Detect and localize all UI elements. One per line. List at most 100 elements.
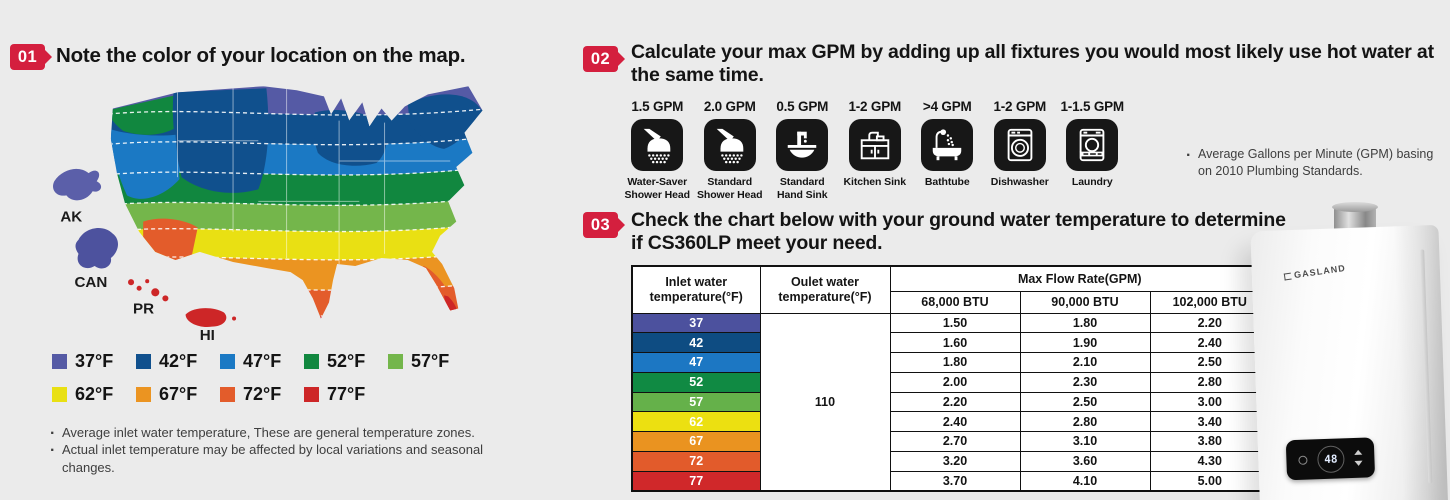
dishwasher-icon — [1007, 128, 1033, 162]
legend-swatch — [388, 354, 403, 369]
gpm-value: 0.5 GPM — [776, 99, 829, 114]
table-header-row: Inlet water temperature(°F) Oulet water … — [631, 265, 1271, 314]
gpm-value: 1.5 GPM — [631, 99, 684, 114]
legend-item: 62°F — [52, 384, 136, 405]
outlet-header: Oulet water temperature(°F) — [759, 265, 891, 314]
down-arrow-icon — [1354, 460, 1363, 466]
legend-label: 72°F — [243, 384, 282, 404]
us-temperature-map: AK CAN PR HI — [53, 86, 483, 343]
legend-swatch — [136, 354, 151, 369]
label-can: CAN — [74, 274, 107, 291]
flow-cell: 5.00 — [1149, 470, 1271, 492]
map-notes: Average inlet water temperature, These a… — [48, 423, 503, 476]
legend-item: 77°F — [304, 384, 388, 405]
fixture-tile — [921, 119, 974, 171]
gpm-value: 1-2 GPM — [993, 99, 1047, 114]
gpm-value: 1-2 GPM — [848, 99, 902, 114]
flow-cell: 3.10 — [1019, 431, 1151, 453]
legend-swatch — [220, 354, 235, 369]
step-2-title: Calculate your max GPM by adding up all … — [631, 41, 1434, 86]
flow-cell: 1.80 — [889, 352, 1021, 373]
flow-cell: 2.40 — [889, 411, 1021, 433]
island-shape — [185, 308, 227, 328]
table-row: 52 2.00 2.30 2.80 — [631, 371, 1271, 393]
fixture-tile — [703, 119, 756, 171]
flow-rate-header: Max Flow Rate(GPM) — [889, 265, 1271, 292]
up-arrow-icon — [1354, 449, 1363, 455]
water-heater-product-image: GASLAND 48 — [1250, 202, 1450, 500]
btu-header: 90,000 BTU — [1019, 290, 1151, 314]
up-down-buttons — [1354, 449, 1363, 466]
legend-item: 57°F — [388, 351, 472, 372]
btu-header: 68,000 BTU — [889, 290, 1021, 314]
flow-cell: 2.80 — [1019, 411, 1151, 433]
flow-cell: 4.30 — [1149, 451, 1271, 472]
fixture-tile — [993, 119, 1046, 171]
fixture-kitchen-sink: 1-2 GPM Kitchen Sink — [839, 99, 912, 202]
table-row: 62 2.40 2.80 3.40 — [631, 411, 1271, 433]
legend-swatch — [220, 387, 235, 402]
table-row: 77 3.70 4.10 5.00 — [631, 470, 1271, 492]
legend-label: 77°F — [327, 384, 366, 404]
fixture-tile — [776, 119, 829, 171]
table-row: 47 1.80 2.10 2.50 — [631, 352, 1271, 373]
shower-head-icon — [643, 128, 671, 164]
legend-swatch — [304, 354, 319, 369]
inlet-temp-cell: 62 — [631, 411, 761, 433]
table-row: 37 110 1.50 1.80 2.20 — [631, 312, 1271, 492]
flow-cell: 3.40 — [1149, 411, 1271, 433]
legend-label: 52°F — [327, 351, 366, 371]
flow-cell: 4.10 — [1019, 470, 1151, 492]
fixture-water-saver-shower: 1.5 GPM Water-Saver Shower Head — [621, 99, 694, 202]
gpm-note: Average Gallons per Minute (GPM) basing … — [1184, 145, 1448, 179]
fixture-label: Standard Hand Sink — [777, 176, 828, 201]
inlet-temp-cell: 67 — [631, 431, 761, 453]
fixtures-row: 1.5 GPM Water-Saver Shower Head 2.0 GPM … — [621, 99, 1129, 202]
legend-label: 62°F — [75, 384, 114, 404]
flow-cell: 2.20 — [889, 391, 1021, 413]
temperature-display: 48 — [1316, 444, 1345, 473]
fixture-hand-sink: 0.5 GPM Standard Hand Sink — [766, 99, 839, 202]
legend-item: 47°F — [220, 351, 304, 372]
table-row: 42 1.60 1.90 2.40 — [631, 332, 1271, 354]
legend-label: 42°F — [159, 351, 198, 371]
fixture-label: Bathtube — [924, 176, 970, 188]
inlet-temp-cell: 57 — [631, 391, 761, 413]
step-1-title: Note the color of your location on the m… — [56, 44, 466, 67]
label-ak: AK — [60, 209, 82, 226]
flow-cell: 3.00 — [1149, 391, 1271, 413]
legend-item: 37°F — [52, 351, 136, 372]
step-2-badge: 02 — [583, 46, 625, 72]
laundry-machine-icon — [1079, 128, 1105, 162]
temperature-zones — [110, 86, 483, 319]
table-row: 72 3.20 3.60 4.30 — [631, 451, 1271, 472]
fixture-label: Laundry — [1071, 176, 1113, 188]
bathtub-icon — [933, 129, 962, 161]
fixture-dishwasher: 1-2 GPM Dishwasher — [984, 99, 1057, 202]
label-hi: HI — [200, 327, 215, 343]
legend-swatch — [136, 387, 151, 402]
kitchen-sink-icon — [860, 131, 889, 160]
legend-label: 47°F — [243, 351, 282, 371]
outlet-temp-cell: 110 — [759, 312, 891, 492]
step-3-title: Check the chart below with your ground w… — [631, 209, 1286, 255]
inlet-temp-cell: 77 — [631, 470, 761, 492]
gpm-value: 2.0 GPM — [703, 99, 756, 114]
hand-sink-icon — [788, 131, 817, 158]
heater-body: GASLAND 48 — [1250, 224, 1448, 500]
flow-cell: 2.80 — [1149, 371, 1271, 393]
inlet-temp-cell: 52 — [631, 371, 761, 393]
flow-cell: 2.70 — [889, 431, 1021, 453]
brand-logo: GASLAND — [1283, 263, 1346, 282]
legend-swatch — [52, 387, 67, 402]
fixture-standard-shower: 2.0 GPM Standard Shower Head — [694, 99, 767, 202]
label-pr: PR — [133, 301, 154, 318]
fixture-label: Standard Shower Head — [697, 176, 763, 201]
flow-cell: 3.80 — [1149, 431, 1271, 453]
table-row: 57 2.20 2.50 3.00 — [631, 391, 1271, 413]
flow-cell: 1.60 — [889, 332, 1021, 354]
flow-cell: 1.90 — [1019, 332, 1151, 354]
step-1-badge: 01 — [10, 44, 52, 70]
alaska-shape — [53, 168, 102, 201]
